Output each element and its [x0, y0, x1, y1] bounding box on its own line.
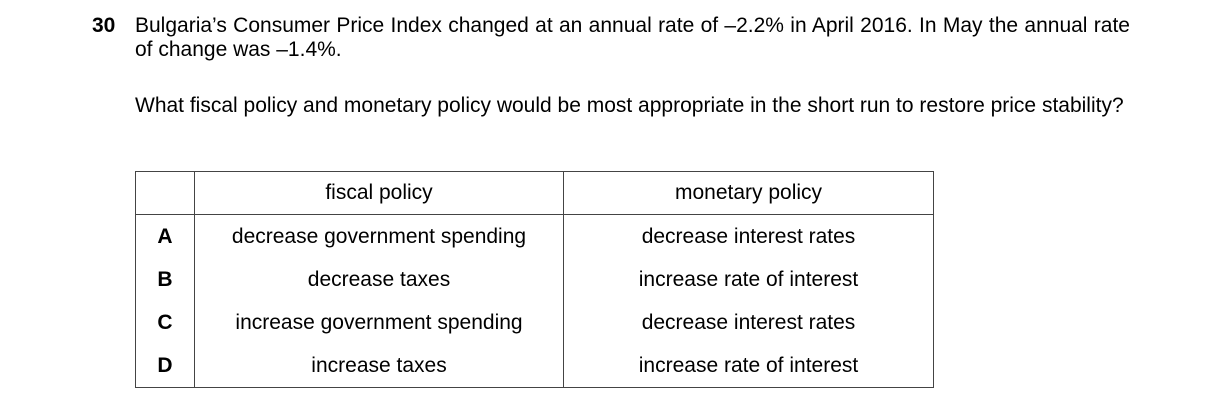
option-letter: A [135, 214, 195, 258]
question-number: 30 [92, 14, 116, 37]
option-cell: decrease government spending [194, 214, 564, 258]
option-cell: increase government spending [194, 301, 564, 344]
option-letter: D [135, 344, 195, 388]
header-cell: monetary policy [563, 171, 934, 215]
option-letter: C [135, 301, 195, 344]
option-cell: decrease interest rates [563, 214, 934, 258]
option-cell: decrease taxes [194, 258, 564, 301]
option-cell: increase rate of interest [563, 258, 934, 301]
option-cell: decrease interest rates [563, 301, 934, 344]
header-row: fiscal policy monetary policy [135, 171, 934, 215]
option-letter: B [135, 258, 195, 301]
header-cell [135, 171, 195, 215]
option-cell: increase taxes [194, 344, 564, 388]
question-text: What fiscal policy and monetary policy w… [135, 94, 1124, 117]
option-cell: increase rate of interest [563, 344, 934, 388]
header-cell: fiscal policy [194, 171, 564, 215]
question-text: Bulgaria’s Consumer Price Index changed … [135, 14, 1130, 61]
